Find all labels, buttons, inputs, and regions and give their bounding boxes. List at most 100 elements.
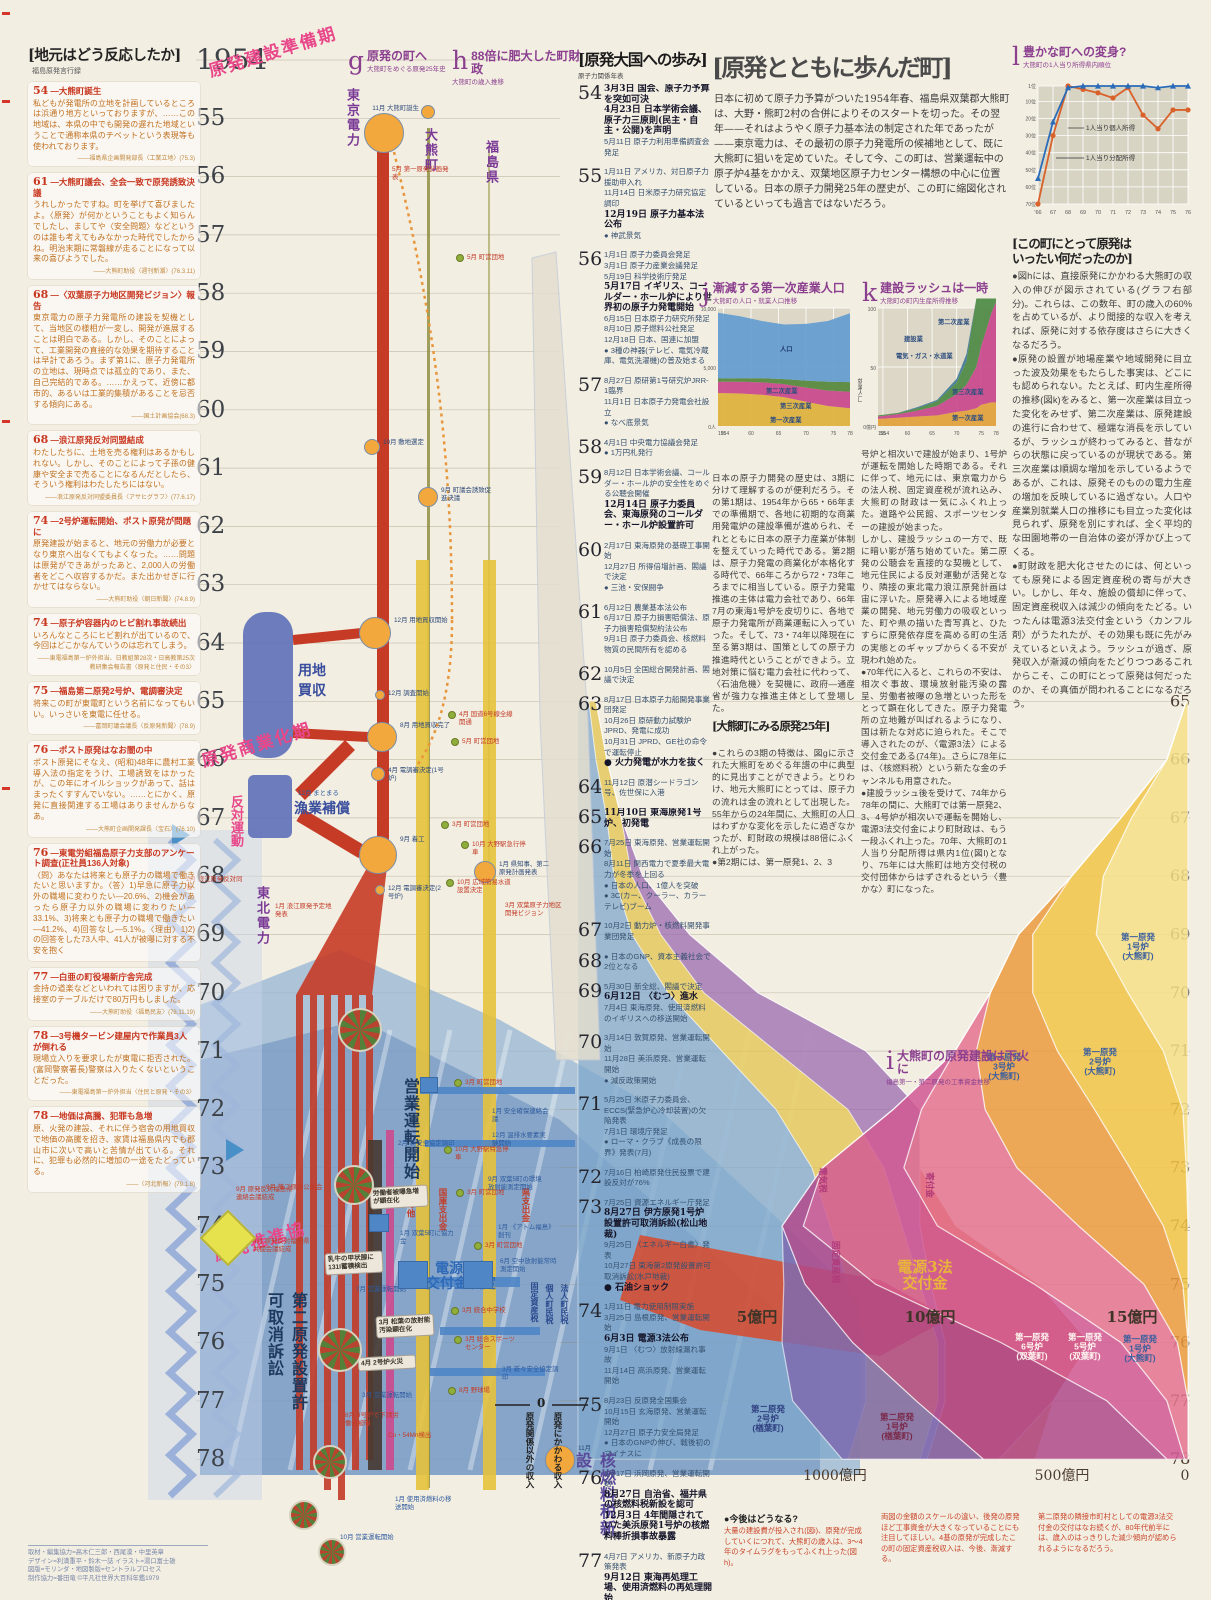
year-numeral: 64 bbox=[196, 629, 226, 656]
timeline-item: 5月17日 イギリス、コールダー・ホール炉により世界初の原子力発電開始 bbox=[604, 282, 712, 314]
series-label: 1人当り分配所得 bbox=[1086, 153, 1136, 162]
tspan: 第一原発 bbox=[1015, 1332, 1050, 1342]
area-label: 第一次産業 bbox=[952, 413, 984, 422]
note: 9月 原発反対福島県連絡会議結成 bbox=[236, 1186, 293, 1201]
right-axis-label: 就業人口 bbox=[856, 377, 862, 403]
tspan: 78 bbox=[847, 431, 853, 437]
timeline-items: 7月25日 資源エネルギー庁発足 8月27日 伊方原発1号炉設置許可取消訴訟(松山… bbox=[604, 1198, 712, 1293]
overlay-area bbox=[718, 312, 850, 383]
timeline-entry: 67 10月2日 動力炉・核燃料開発事業団発足 bbox=[578, 921, 712, 942]
tspan: 0億円 bbox=[863, 424, 876, 431]
event-label: 1月 県知事、第二原発計画発表 bbox=[499, 861, 550, 876]
marker bbox=[1095, 90, 1101, 96]
timeline-entry: 58 4月1日 中央電力協議会発足 ● 1万円札発行 bbox=[578, 438, 712, 459]
timeline-item: 3月3日 国会、原子力予算を突如可決 bbox=[604, 84, 710, 105]
tspan: 74 bbox=[1155, 210, 1161, 216]
local-reactions-column: [地元はどう反応したか] 福島原発言行録 54 —大熊町誕生 私どもが発電所の立地を… bbox=[28, 44, 200, 1199]
quote-year: 75 bbox=[33, 684, 49, 698]
tspan: 70位 bbox=[1025, 201, 1036, 208]
timeline-item: 12月14日 原子力委員会、東海原発のコールダー・ホール炉設置許可 bbox=[604, 499, 704, 531]
chart-i-label: 電気税 bbox=[818, 1167, 828, 1193]
heading-h-sub: 大熊町の歳入推移 bbox=[452, 79, 504, 86]
y-tick: 30位 bbox=[1025, 133, 1036, 140]
pinwheel-icon bbox=[334, 1165, 374, 1205]
branch bbox=[295, 740, 355, 800]
timeline-entry: 66 7月25日 東海原発、営業運転開始 8月11日 関西電力で夏季最大電力が冬季を… bbox=[578, 838, 712, 912]
article-title: [原発とともに歩んだ町] bbox=[712, 53, 953, 82]
quote-body: 私どもが発電所の立地を計画しているところは浜通り地方といっておりますが、……この… bbox=[33, 98, 195, 151]
note: 1月 《アトム福島》創刊 bbox=[498, 1224, 555, 1239]
yellow-band bbox=[416, 560, 429, 1490]
event-label: 3月 町営団地 bbox=[465, 1079, 503, 1086]
timeline-item: 11月12日 原潜シードラゴン号、佐世保に入港 bbox=[604, 777, 699, 798]
timeline-year: 55 bbox=[578, 167, 603, 188]
left-column-subtitle: 福島原発言行録 bbox=[32, 68, 81, 75]
tspan: 1000億円 bbox=[803, 1468, 867, 1484]
marker bbox=[1185, 82, 1191, 89]
tspan: 就業人口 bbox=[856, 377, 862, 403]
tspan: 3号炉 bbox=[993, 1062, 1015, 1072]
tax-label: 固定資産税 bbox=[530, 1282, 539, 1322]
quote-title: 68 —〈双葉原子力地区開発ビジョン〉報告 bbox=[33, 288, 195, 311]
timeline-items: 1月1日 原子力委員会発足 3月1日 原子力産業会議発足 5月19日 科学技術庁発足… bbox=[604, 250, 712, 367]
marker bbox=[1125, 82, 1131, 89]
x-tick: 67 bbox=[1050, 210, 1056, 216]
tspan: 20位 bbox=[1025, 115, 1036, 122]
quote-body: 現場立入りを要求したが東電に拒否された。(富岡警察署長)警察は入りたくないという… bbox=[33, 1054, 195, 1085]
national-timeline-headbox: [原発大国への歩み] 原子力関係年表 bbox=[578, 48, 710, 80]
facility-dot bbox=[448, 1387, 456, 1395]
facility-dot bbox=[454, 1336, 462, 1344]
event-label: 4月 国道6号線全線開通 bbox=[459, 711, 513, 726]
x-tick: 71 bbox=[1110, 210, 1116, 216]
note: 9月 第二原発公聴会 bbox=[266, 1184, 323, 1191]
timeline-year: 69 bbox=[578, 981, 603, 1002]
facility-node bbox=[444, 1146, 452, 1154]
heading-k-title: 建設ラッシュは一時 bbox=[880, 281, 989, 295]
timeline-item: 7月25日 資源エネルギー庁発足 bbox=[604, 1197, 710, 1207]
left-column-header: [地元はどう反応したか] bbox=[28, 47, 181, 64]
timeline-entry: 75 8月23日 反原発全国集会 10月15日 玄海原発、営業運転開始 12月27日 … bbox=[578, 1396, 712, 1460]
timeline-entry: 55 1月11日 アメリカ、対日原子力援助申入れ 11月14日 日米原子力研究協定調… bbox=[578, 167, 712, 241]
timeline-item: ● なべ底景気 bbox=[604, 418, 649, 428]
chart-i-label: 寄付金 bbox=[925, 1172, 935, 1198]
national-timeline-list: 54 3月3日 国会、原子力予算を突如可決 4月23日 日本学術会議、原子力三原則(… bbox=[578, 84, 712, 1600]
column-label: 東北電力 bbox=[254, 886, 269, 946]
timeline-item: 6月12日 農業基本法公布 bbox=[604, 602, 688, 612]
chart-i-label: 第一原発 6号炉(双葉町) bbox=[1015, 1332, 1050, 1361]
timeline-items: 4月7日 アメリカ、新原子力政策発表 9月12日 東海再処理工場、使用済燃料の再処… bbox=[604, 1552, 712, 1600]
y-tick: 100 bbox=[868, 307, 877, 313]
timeline-items: 11月12日 原潜シードラゴン号、佐世保に入港 bbox=[604, 778, 712, 799]
revenue-scale: 5億円 bbox=[737, 1308, 777, 1326]
note: 9月 双葉5町の環境放射能測定開始 bbox=[488, 1176, 542, 1191]
tspan: 6号炉 bbox=[1021, 1342, 1043, 1352]
tspan: 1人当り分配所得 bbox=[1086, 153, 1136, 162]
timeline-year: 75 bbox=[578, 1395, 603, 1416]
timeline-year: 57 bbox=[578, 375, 603, 396]
article-subheading: [大熊町にみる原発25年] bbox=[712, 718, 830, 733]
quote-body: いろんなところにヒビ割れが出ているので、今回はどこかなんていうのは忘れてしまう。 bbox=[33, 630, 195, 651]
timeline-items: 5月25日 米原子力委員会、ECCS(緊急炉心冷却装置)の欠陥発表 7月1日 環境… bbox=[604, 1095, 712, 1159]
quote-title: 74 —2号炉運転開始、ポスト原発が問題に bbox=[33, 514, 192, 537]
quote-entry: 54 —大熊町誕生 私どもが発電所の立地を計画しているところは浜通り地方といっており… bbox=[28, 82, 200, 167]
y-tick: 40位 bbox=[1025, 150, 1036, 157]
event-dot bbox=[367, 722, 397, 752]
quote-year: 78 bbox=[33, 1109, 49, 1123]
tspan: 1954 bbox=[718, 431, 729, 437]
timeline-item: 7月25日 東海原発、営業運転開始 bbox=[604, 838, 710, 858]
marker bbox=[1170, 107, 1176, 113]
credit-line: 制作協力=番田竜 ©平凡社世界大百科年鑑1979 bbox=[28, 1574, 160, 1582]
timeline-entry: 62 10月5日 全国総合開発計画、閣議で決定 bbox=[578, 665, 712, 686]
facility-dot bbox=[451, 1307, 459, 1315]
tspan: 第二原発 bbox=[880, 1412, 915, 1422]
x-tick: 65 bbox=[929, 431, 935, 437]
tspan: 1号炉 bbox=[1127, 942, 1149, 952]
blue-box bbox=[463, 1261, 493, 1289]
tspan: (楢葉町) bbox=[881, 1431, 912, 1441]
timeline-entry: 64 11月12日 原潜シードラゴン号、佐世保に入港 bbox=[578, 778, 712, 799]
marker bbox=[1035, 201, 1041, 207]
tspan: (大熊町) bbox=[988, 1071, 1019, 1081]
tspan: 65 bbox=[776, 431, 782, 437]
quote-entry: 74 —原子炉容器内のヒビ割れ事故続出 いろんなところにヒビ割れが出ているので、今回… bbox=[28, 614, 200, 676]
